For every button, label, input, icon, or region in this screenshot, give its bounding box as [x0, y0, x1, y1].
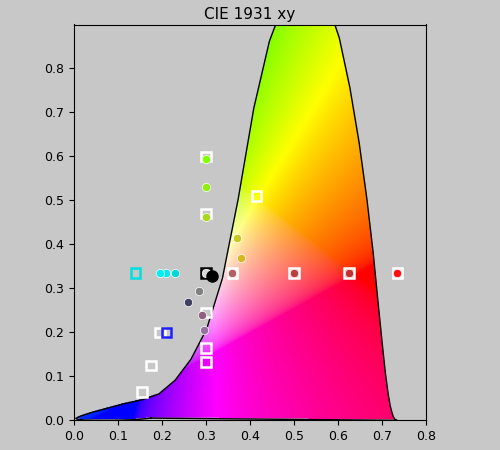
Bar — [201, 343, 211, 353]
Bar — [252, 191, 262, 201]
Bar — [201, 152, 211, 161]
Bar — [344, 268, 354, 278]
Bar — [162, 328, 172, 337]
Bar — [131, 268, 140, 278]
Bar — [201, 308, 211, 317]
Bar — [228, 268, 237, 278]
Title: CIE 1931 xy: CIE 1931 xy — [204, 7, 296, 22]
Bar — [201, 209, 211, 218]
Bar — [138, 387, 147, 396]
Bar — [201, 268, 211, 278]
Bar — [201, 357, 211, 367]
Bar — [155, 328, 164, 337]
Bar — [392, 268, 402, 278]
Bar — [146, 360, 156, 370]
Bar — [289, 268, 299, 278]
